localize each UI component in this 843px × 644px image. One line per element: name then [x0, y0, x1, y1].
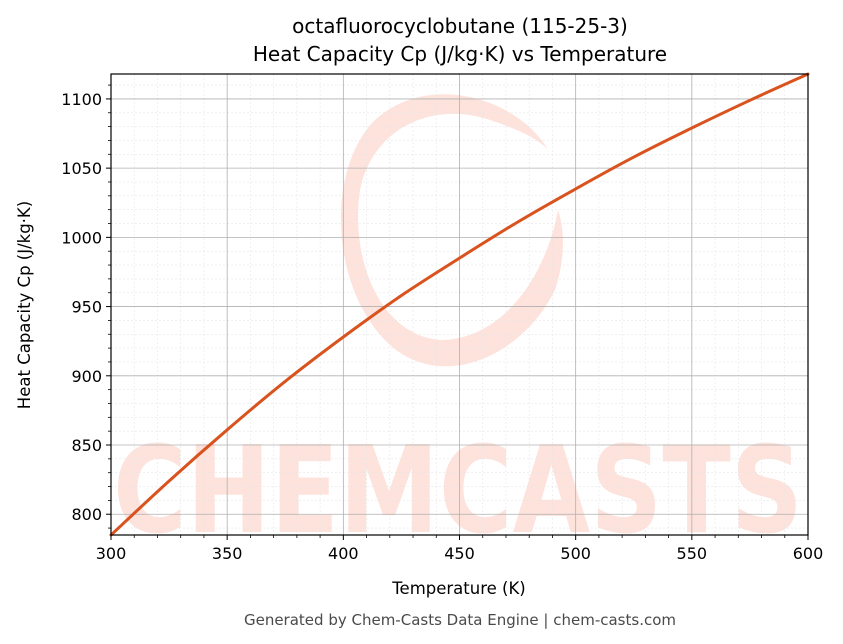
major-grid	[110, 74, 809, 535]
watermark-text: CHEMCASTS	[113, 422, 803, 561]
x-tick-label: 400	[328, 544, 359, 563]
chart-subtitle: Heat Capacity Cp (J/kg·K) vs Temperature	[253, 42, 667, 66]
axis-ticks	[106, 84, 809, 540]
y-tick-label: 900	[71, 367, 102, 386]
y-tick-label: 950	[71, 298, 102, 317]
y-tick-label: 1050	[61, 159, 102, 178]
x-tick-label: 350	[212, 544, 243, 563]
y-tick-label: 1000	[61, 228, 102, 247]
x-tick-label: 500	[560, 544, 591, 563]
y-tick-label: 800	[71, 505, 102, 524]
x-axis-label: Temperature (K)	[391, 579, 525, 598]
y-axis-label: Heat Capacity Cp (J/kg·K)	[15, 201, 34, 409]
y-tick-label: 1100	[61, 90, 102, 109]
y-tick-label: 850	[71, 436, 102, 455]
watermark-swirl-logo	[340, 94, 563, 367]
series-line-heat-capacity	[109, 72, 810, 537]
x-tick-label: 600	[793, 544, 824, 563]
series-layer	[109, 72, 810, 537]
chart-title: octafluorocyclobutane (115-25-3)	[292, 14, 628, 38]
tick-labels: 300 350 400 450 500 550 600 800 850 900 950 1000 105…	[61, 90, 823, 563]
x-tick-label: 450	[444, 544, 475, 563]
watermark: CHEMCASTS	[113, 94, 803, 561]
x-tick-label: 550	[677, 544, 708, 563]
x-tick-label: 300	[96, 544, 127, 563]
footer-credit: Generated by Chem-Casts Data Engine | ch…	[244, 611, 676, 629]
